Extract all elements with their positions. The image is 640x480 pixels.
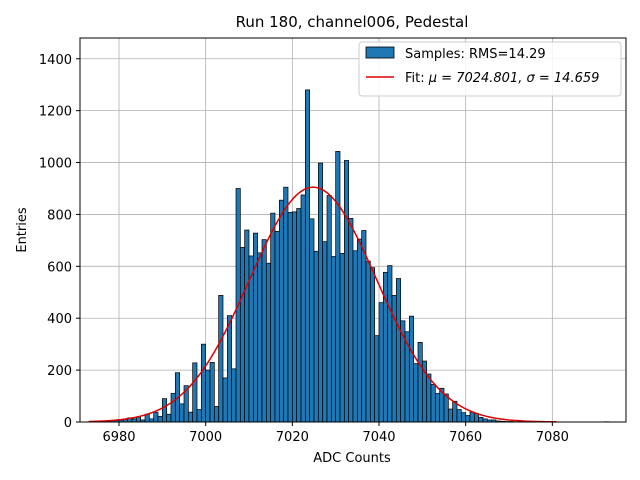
histogram-bar: [348, 217, 354, 423]
fit-curve: [88, 186, 557, 423]
legend-fit-sigma: σ = 14.659: [527, 71, 600, 86]
x-tick-label: 7020: [276, 430, 309, 445]
histogram-bar: [313, 250, 319, 423]
histogram-bar: [179, 403, 185, 423]
histogram-bar: [335, 151, 341, 423]
histogram-bar: [365, 260, 371, 423]
histogram-bar: [339, 253, 345, 423]
y-axis-title: Entries: [15, 207, 30, 253]
histogram-bar: [283, 186, 289, 423]
histogram-bar: [352, 250, 358, 423]
histogram-bar: [226, 315, 233, 423]
x-tick-label: 7080: [536, 430, 569, 445]
x-axis-ticks: 6980 7000 7020 7040 7060 7080: [102, 422, 569, 445]
histogram-bar: [426, 373, 432, 423]
histogram-bar: [300, 194, 306, 423]
histogram-bar: [296, 208, 302, 423]
y-tick-label: 600: [47, 260, 72, 275]
histogram-bar: [244, 229, 250, 423]
legend-samples-swatch: [365, 46, 395, 59]
histogram-bar: [430, 384, 436, 423]
histogram-bar: [473, 413, 480, 423]
histogram-bar: [374, 335, 380, 423]
histogram-bar: [317, 162, 324, 423]
histogram-bar: [231, 368, 237, 423]
histogram-bar: [447, 408, 454, 423]
histogram-bar: [209, 361, 215, 423]
histogram-bar: [369, 267, 376, 423]
y-tick-label: 0: [64, 416, 72, 431]
histogram-bar: [213, 406, 220, 423]
histogram-bar: [456, 409, 462, 423]
histogram-bar: [170, 393, 176, 423]
histogram-bar: [330, 256, 337, 423]
histogram-bar: [261, 239, 267, 423]
histogram-bar: [265, 262, 272, 423]
legend-fit-prefix: Fit:: [405, 71, 429, 86]
histogram-bar: [465, 415, 471, 423]
histogram-bar: [161, 398, 168, 423]
histogram-bar: [378, 302, 384, 423]
legend-fit-mu: μ = 7024.801,: [428, 71, 527, 86]
legend-fit-label: Fit: μ = 7024.801, σ = 14.659: [405, 71, 599, 86]
histogram-bar: [257, 252, 263, 423]
histogram-bars: [88, 89, 610, 423]
y-tick-label: 1400: [39, 53, 72, 68]
histogram-bar: [200, 343, 207, 423]
x-tick-label: 7060: [449, 430, 482, 445]
plot-frame: [79, 37, 627, 423]
histogram-bar: [287, 212, 293, 423]
x-tick-label: 7040: [362, 430, 395, 445]
legend-box: [358, 41, 622, 97]
y-tick-label: 800: [47, 208, 72, 223]
histogram-bar: [417, 341, 423, 423]
histogram-bar: [408, 315, 415, 423]
y-tick-label: 1000: [39, 157, 72, 172]
histogram-bar: [274, 230, 280, 423]
histogram-bar: [434, 393, 441, 423]
chart-title: Run 180, channel006, Pedestal: [236, 13, 469, 31]
histogram-bar: [157, 415, 163, 423]
y-tick-label: 1200: [39, 105, 72, 120]
histogram-bar: [460, 412, 467, 423]
histogram-bar: [192, 362, 198, 423]
histogram-bar: [218, 295, 224, 423]
histogram-bar: [291, 211, 298, 423]
y-axis-ticks: 0 200 400 600 800 1000 1200 1400: [39, 53, 80, 431]
y-tick-label: 400: [47, 312, 72, 327]
histogram-bar: [309, 218, 315, 423]
x-tick-label: 7000: [189, 430, 222, 445]
histogram-bar: [270, 212, 276, 423]
histogram-bar: [443, 393, 449, 423]
histogram-bar: [343, 160, 350, 423]
x-axis-title: ADC Counts: [313, 451, 391, 466]
histogram-bar: [356, 238, 363, 423]
histogram-bar: [166, 413, 172, 423]
histogram-bar: [469, 411, 475, 423]
histogram-bar: [361, 230, 367, 423]
histogram-bar: [205, 369, 211, 423]
histogram-bar: [196, 409, 202, 423]
legend: Samples: RMS=14.29 Fit: μ = 7024.801, σ …: [358, 41, 622, 97]
histogram-bar: [387, 265, 393, 423]
histogram-bar: [153, 411, 159, 423]
histogram-bar: [187, 411, 194, 423]
x-tick-label: 6980: [102, 430, 135, 445]
histogram-bar: [326, 195, 332, 423]
legend-samples-label: Samples: RMS=14.29: [405, 47, 546, 62]
histogram-bar: [304, 89, 311, 423]
histogram-bar: [478, 416, 484, 423]
histogram-bar: [395, 278, 402, 423]
histogram-bar: [322, 241, 328, 423]
histogram-bar: [413, 363, 419, 423]
histogram-bar: [239, 247, 246, 423]
histogram-bar: [222, 377, 228, 423]
y-tick-label: 200: [47, 364, 72, 379]
histogram-bar: [278, 199, 285, 423]
